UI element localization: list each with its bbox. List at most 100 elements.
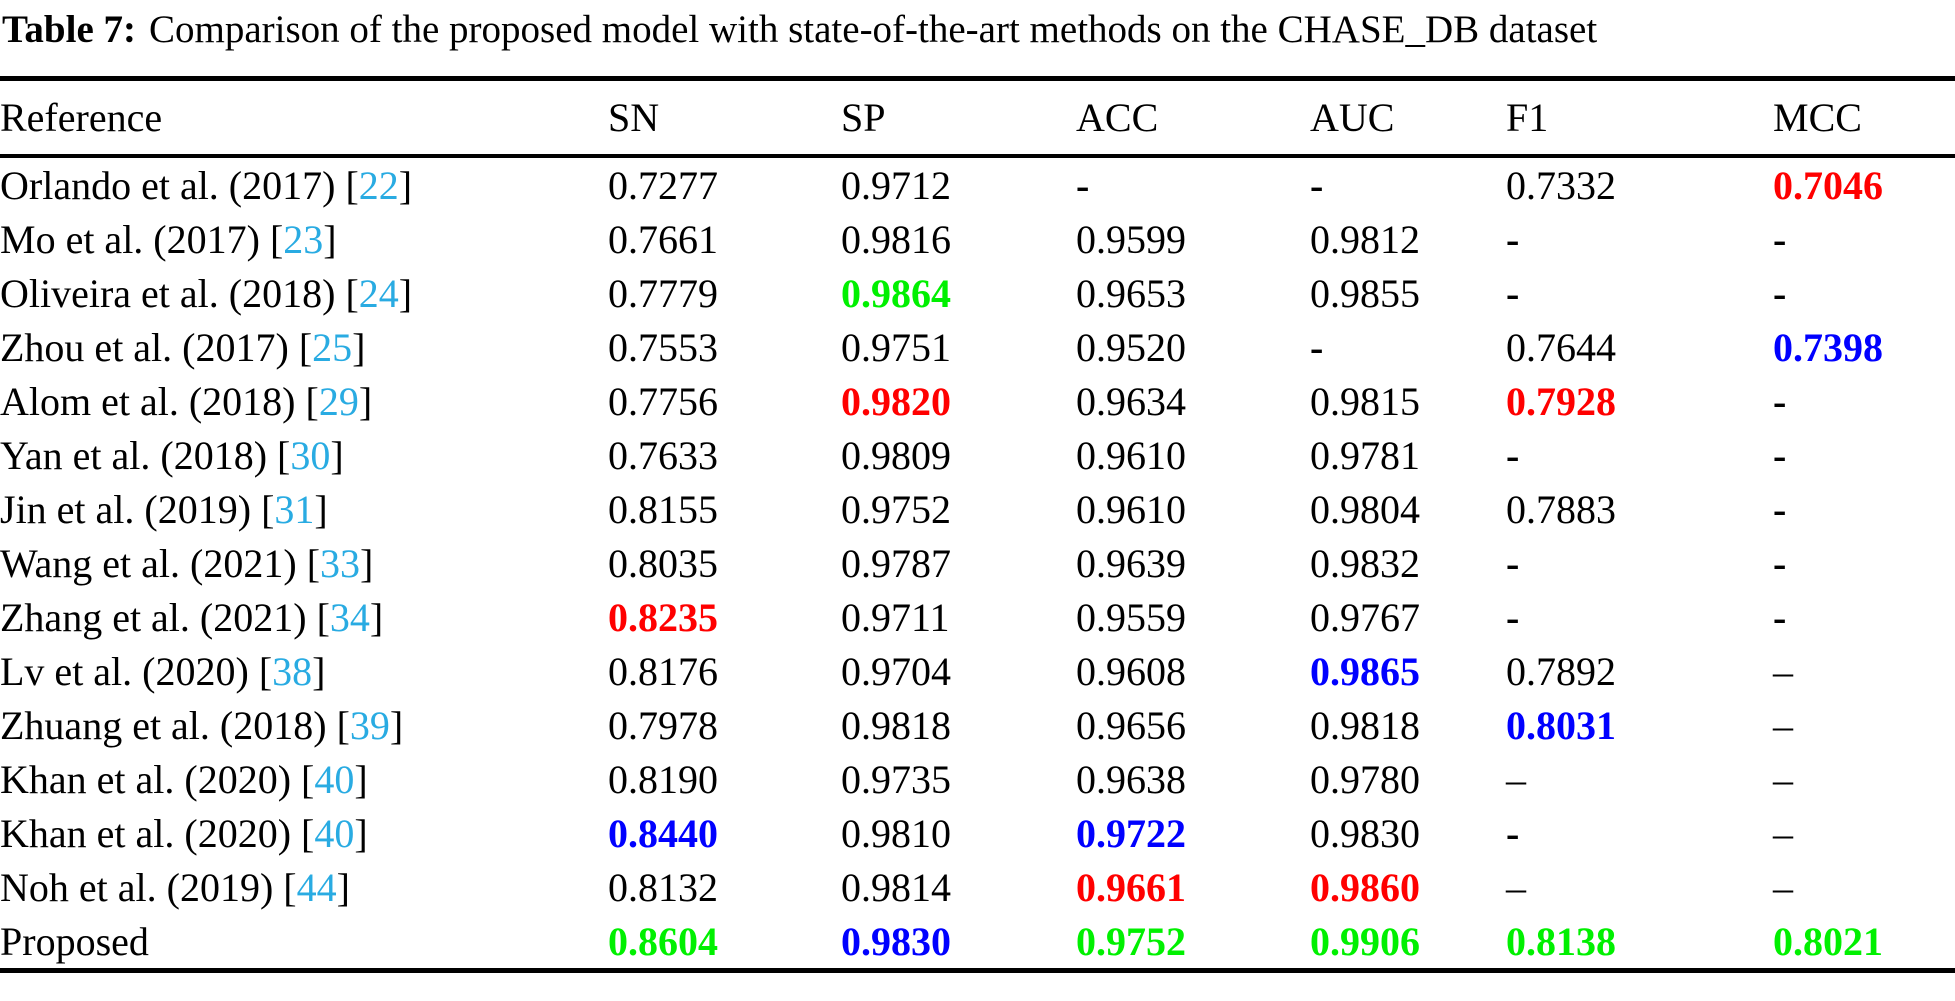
metric-cell: – <box>1773 860 1955 914</box>
reference-cell: Proposed <box>0 918 149 964</box>
metric-value: 0.9810 <box>841 810 951 856</box>
citation-link[interactable]: 33 <box>320 540 361 586</box>
metric-value: – <box>1506 864 1526 910</box>
metric-cell: 0.9804 <box>1310 482 1506 536</box>
metric-value: - <box>1310 324 1324 370</box>
metric-cell: 0.8176 <box>608 644 841 698</box>
citation-link[interactable]: 30 <box>290 432 331 478</box>
metric-value: 0.9599 <box>1076 216 1186 262</box>
metric-value: - <box>1506 216 1520 262</box>
metric-value: 0.9610 <box>1076 486 1186 532</box>
metric-cell: - <box>1506 590 1773 644</box>
metric-cell: 0.9814 <box>841 860 1076 914</box>
metric-cell: 0.9818 <box>841 698 1076 752</box>
reference-cell: Oliveira et al. (2018) [24] <box>0 270 413 316</box>
metric-value: - <box>1506 432 1520 478</box>
metric-value: 0.9712 <box>841 162 951 208</box>
column-header-sp: SP <box>841 78 1076 158</box>
metric-cell: 0.9639 <box>1076 536 1310 590</box>
metric-cell: 0.9656 <box>1076 698 1310 752</box>
reference-cell: Zhuang et al. (2018) [39] <box>0 702 404 748</box>
citation-link[interactable]: 38 <box>272 648 313 694</box>
metric-value: 0.9735 <box>841 756 951 802</box>
metric-value: – <box>1773 648 1793 694</box>
reference-cell: Zhang et al. (2021) [34] <box>0 594 384 640</box>
table-row: Mo et al. (2017) [23] 0.7661 0.9816 0.9599 0… <box>0 212 1955 266</box>
table-row: Lv et al. (2020) [38] 0.8176 0.9704 0.9608 0… <box>0 644 1955 698</box>
metric-cell: 0.8440 <box>608 806 841 860</box>
metric-value: 0.7277 <box>608 162 718 208</box>
metric-value: 0.8035 <box>608 540 718 586</box>
column-header-mcc: MCC <box>1773 78 1955 158</box>
metric-value: 0.9818 <box>1310 702 1420 748</box>
metric-cell: 0.7398 <box>1773 320 1955 374</box>
metric-value: 0.9752 <box>841 486 951 532</box>
metric-cell: 0.9787 <box>841 536 1076 590</box>
metric-value: 0.9704 <box>841 648 951 694</box>
metric-value: 0.9711 <box>841 594 950 640</box>
metric-cell: 0.9752 <box>841 482 1076 536</box>
metric-value: 0.9787 <box>841 540 951 586</box>
metric-value: - <box>1076 162 1090 208</box>
metric-cell: 0.9638 <box>1076 752 1310 806</box>
metric-cell: 0.9812 <box>1310 212 1506 266</box>
metric-value: 0.9830 <box>841 918 951 964</box>
reference-cell: Mo et al. (2017) [23] <box>0 216 337 262</box>
metric-cell: 0.9634 <box>1076 374 1310 428</box>
metric-cell: - <box>1506 536 1773 590</box>
citation-link[interactable]: 40 <box>314 810 355 856</box>
citation-link[interactable]: 40 <box>314 756 355 802</box>
metric-cell: - <box>1773 428 1955 482</box>
metric-value: - <box>1773 378 1787 424</box>
citation-link[interactable]: 31 <box>274 486 315 532</box>
table-row: Khan et al. (2020) [40] 0.8440 0.9810 0.972… <box>0 806 1955 860</box>
citation-link[interactable]: 44 <box>296 864 337 910</box>
metric-value: 0.9751 <box>841 324 951 370</box>
citation-link[interactable]: 34 <box>329 594 370 640</box>
metric-value: 0.7779 <box>608 270 718 316</box>
metric-value: 0.9722 <box>1076 810 1186 856</box>
citation-link[interactable]: 25 <box>312 324 353 370</box>
metric-cell: 0.7892 <box>1506 644 1773 698</box>
metric-value: 0.9804 <box>1310 486 1420 532</box>
citation-link[interactable]: 29 <box>318 378 359 424</box>
metric-value: 0.9816 <box>841 216 951 262</box>
metric-value: 0.9812 <box>1310 216 1420 262</box>
citation-link[interactable]: 39 <box>349 702 390 748</box>
reference-cell: Khan et al. (2020) [40] <box>0 810 368 856</box>
metric-value: 0.9520 <box>1076 324 1186 370</box>
metric-cell: – <box>1773 752 1955 806</box>
table-row: Zhang et al. (2021) [34] 0.8235 0.9711 0.95… <box>0 590 1955 644</box>
metric-value: – <box>1773 702 1793 748</box>
column-header-reference: Reference <box>0 78 608 158</box>
metric-value: 0.8440 <box>608 810 718 856</box>
metric-cell: 0.9906 <box>1310 914 1506 971</box>
metric-value: 0.7553 <box>608 324 718 370</box>
metric-value: – <box>1773 810 1793 856</box>
metric-cell: 0.7644 <box>1506 320 1773 374</box>
metric-value: 0.8021 <box>1773 918 1883 964</box>
metric-cell: 0.7756 <box>608 374 841 428</box>
citation-link[interactable]: 24 <box>358 270 399 316</box>
metric-value: - <box>1773 270 1787 316</box>
reference-cell: Jin et al. (2019) [31] <box>0 486 328 532</box>
metric-value: 0.7046 <box>1773 162 1883 208</box>
header-row: Reference SN SP ACC AUC F1 MCC <box>0 78 1955 158</box>
metric-value: 0.9661 <box>1076 864 1186 910</box>
metric-cell: 0.9780 <box>1310 752 1506 806</box>
metric-cell: 0.8035 <box>608 536 841 590</box>
reference-cell: Alom et al. (2018) [29] <box>0 378 373 424</box>
metric-cell: 0.9712 <box>841 156 1076 212</box>
citation-link[interactable]: 23 <box>283 216 324 262</box>
metric-cell: - <box>1310 320 1506 374</box>
metric-cell: 0.9610 <box>1076 428 1310 482</box>
metric-cell: 0.9830 <box>1310 806 1506 860</box>
metric-cell: – <box>1506 860 1773 914</box>
metric-value: - <box>1310 162 1324 208</box>
citation-link[interactable]: 22 <box>358 162 399 208</box>
metric-value: 0.9815 <box>1310 378 1420 424</box>
metric-cell: 0.9559 <box>1076 590 1310 644</box>
metric-value: 0.8190 <box>608 756 718 802</box>
metric-cell: 0.9809 <box>841 428 1076 482</box>
metric-value: 0.9809 <box>841 432 951 478</box>
